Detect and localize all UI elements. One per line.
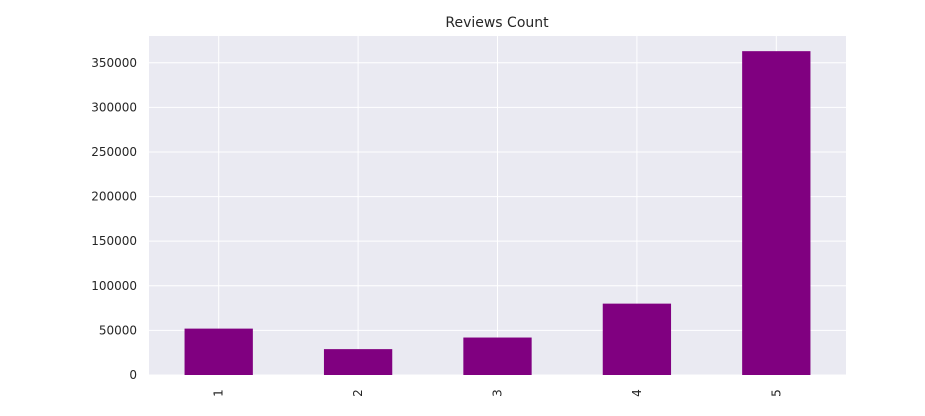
y-axis-ticks: 0 50000 100000 150000 200000 250000 300000 3500… — [91, 56, 137, 382]
x-tick-label: 3 — [491, 389, 505, 397]
bars — [184, 51, 811, 375]
bar-1 — [184, 328, 253, 375]
y-tick-label: 50000 — [99, 323, 137, 337]
bar-4 — [602, 303, 672, 375]
y-tick-label: 100000 — [91, 279, 137, 293]
y-tick-label: 150000 — [91, 234, 137, 248]
y-tick-label: 200000 — [91, 190, 137, 204]
bar-2 — [323, 349, 393, 375]
y-tick-label: 300000 — [91, 100, 137, 114]
x-tick-label: 1 — [212, 389, 226, 397]
bar-5 — [742, 51, 811, 375]
x-axis-ticks: 1 2 3 4 5 — [212, 389, 784, 397]
x-tick-label: 4 — [630, 389, 644, 397]
bar-3 — [463, 337, 532, 375]
chart-title: Reviews Count — [445, 15, 549, 31]
x-tick-label: 2 — [351, 389, 365, 397]
gridlines — [149, 36, 846, 376]
y-tick-label: 250000 — [91, 145, 137, 159]
y-tick-label: 350000 — [91, 56, 137, 70]
y-tick-label: 0 — [129, 368, 137, 382]
x-tick-label: 5 — [769, 389, 783, 397]
